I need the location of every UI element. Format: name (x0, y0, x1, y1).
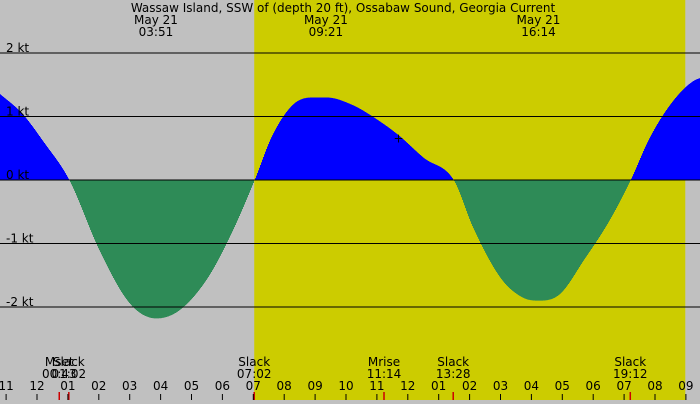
y-tick-label: 1 kt (6, 105, 29, 119)
annotation-marker: + (393, 132, 403, 146)
x-tick-label: 11 (0, 379, 14, 393)
x-tick-label: 11 (369, 379, 384, 393)
event-name-label: Mset (45, 355, 74, 369)
x-tick-label: 05 (184, 379, 199, 393)
y-tick-label: -2 kt (6, 295, 34, 309)
chart-title: Wassaw Island, SSW of (depth 20 ft), Oss… (131, 1, 556, 15)
x-tick-label: 06 (586, 379, 601, 393)
event-time-label: 19:12 (613, 367, 648, 381)
y-tick-label: 0 kt (6, 168, 29, 182)
x-tick-label: 03 (493, 379, 508, 393)
x-tick-label: 10 (338, 379, 353, 393)
ebb-area (0, 180, 700, 319)
x-tick-label: 02 (462, 379, 477, 393)
event-time-label: 11:14 (367, 367, 402, 381)
y-tick-label: -1 kt (6, 232, 34, 246)
y-tick-label: 2 kt (6, 41, 29, 55)
peak-time-label: 16:14 (521, 25, 556, 39)
peak-date-label: May 21 (134, 13, 178, 27)
event-name-label: Slack (437, 355, 469, 369)
event-name-label: Slack (238, 355, 270, 369)
x-tick-label: 07 (616, 379, 631, 393)
y-tick-labels: 2 kt 1 kt 0 kt -1 kt -2 kt (6, 41, 34, 309)
x-tick-label: 01 (431, 379, 446, 393)
gridlines (0, 52, 700, 308)
event-time-label: 13:28 (436, 367, 471, 381)
event-time-label: 07:02 (237, 367, 272, 381)
x-tick-label: 12 (29, 379, 44, 393)
x-tick-label: 12 (400, 379, 415, 393)
peak-date-label: May 21 (517, 13, 561, 27)
x-tick-label: 07 (246, 379, 261, 393)
event-name-label: Mrise (368, 355, 400, 369)
x-tick-label: 08 (277, 379, 292, 393)
x-tick-label: 08 (647, 379, 662, 393)
x-tick-label: 01 (60, 379, 75, 393)
x-tick-labels: 11 12 01 02 03 04 05 06 07 08 09 10 11 12 01 02 03 04 05 06… (0, 379, 694, 400)
x-tick-label: 04 (153, 379, 168, 393)
peak-time-label: 09:21 (309, 25, 344, 39)
x-tick-label: 09 (678, 379, 693, 393)
event-time-label: 00:43 (42, 367, 77, 381)
peak-time-label: 03:51 (139, 25, 174, 39)
event-name-label: Slack (53, 355, 85, 369)
peak-date-label: May 21 (304, 13, 348, 27)
event-time-label: 01:02 (52, 367, 87, 381)
x-tick-label: 05 (555, 379, 570, 393)
x-tick-label: 02 (91, 379, 106, 393)
annotations: + (393, 132, 403, 146)
x-tick-label: 09 (307, 379, 322, 393)
event-labels: Mset00:43Slack01:02Slack07:02Mrise11:14S… (42, 355, 648, 400)
flood-area (0, 77, 700, 180)
event-name-label: Slack (614, 355, 646, 369)
x-tick-label: 06 (215, 379, 230, 393)
x-tick-label: 03 (122, 379, 137, 393)
x-tick-label: 04 (524, 379, 539, 393)
